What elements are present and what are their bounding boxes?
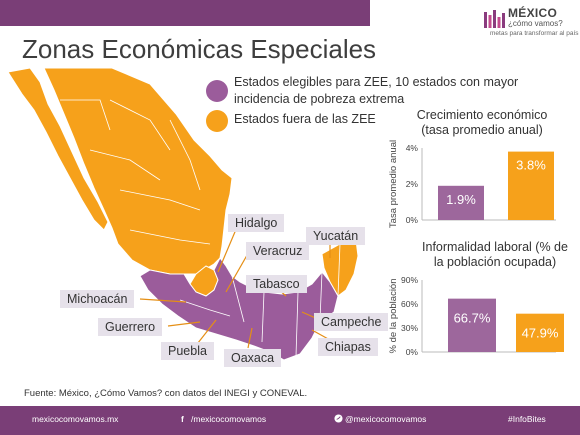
legend-outside-label: Estados fuera de las ZEE <box>234 112 376 126</box>
legend-outside-swatch <box>206 110 228 132</box>
informality-bar-chart: % de la población 0% 30% 60% 90% 66.7% 47.9% <box>388 275 564 357</box>
growth-tick-label: 2% <box>406 179 419 189</box>
state-label-veracruz: Veracruz <box>246 242 310 260</box>
footer-hashtag[interactable]: #InfoBites <box>508 414 546 424</box>
logo-tagline: metas para transformar al país <box>490 30 579 37</box>
state-label-campeche: Campeche <box>314 313 389 331</box>
state-label-hidalgo: Hidalgo <box>228 214 285 232</box>
state-label-guerrero: Guerrero <box>98 318 163 336</box>
facebook-icon: f <box>181 414 184 424</box>
state-label-yucatan: Yucatán <box>306 227 366 245</box>
source-note: Fuente: México, ¿Cómo Vamos? con datos d… <box>24 388 308 399</box>
legend-eligible-swatch <box>206 80 228 102</box>
informality-bar <box>516 313 564 352</box>
top-bar <box>0 0 370 26</box>
logo-sub-text: ¿cómo vamos? <box>508 19 563 28</box>
growth-bar <box>438 185 484 220</box>
growth-tick-label: 0% <box>406 215 419 225</box>
informality-y-axis-label: % de la población <box>388 279 399 354</box>
informality-tick-label: 30% <box>401 323 418 333</box>
growth-y-axis-label: Tasa promedio anual <box>388 140 399 228</box>
state-label-oaxaca: Oaxaca <box>224 349 282 367</box>
growth-data-label: 3.8% <box>516 158 546 173</box>
footer-bar <box>0 406 580 435</box>
eligible-states-region <box>139 257 339 361</box>
mexico-map <box>7 67 359 361</box>
state-label-michoacan: Michoacán <box>60 290 135 308</box>
state-label-tabasco: Tabasco <box>246 275 307 293</box>
twitter-icon <box>334 414 343 424</box>
growth-tick-label: 4% <box>406 143 419 153</box>
informality-tick-label: 60% <box>401 299 418 309</box>
page-title: Zonas Económicas Especiales <box>22 34 377 64</box>
growth-bar <box>508 151 554 220</box>
logo-main-text: MÉXICO <box>508 6 558 20</box>
informality-tick-label: 90% <box>401 275 418 285</box>
footer-facebook[interactable]: /mexicocomovamos <box>191 414 267 424</box>
baja-california-region <box>7 67 109 231</box>
growth-bar-chart: Tasa promedio anual 0% 2% 4% 1.9% 3.8% <box>388 140 556 228</box>
chart1-title: Crecimiento económico (tasa promedio anu… <box>416 108 548 137</box>
growth-data-label: 1.9% <box>446 192 476 207</box>
mexico-como-vamos-logo: MÉXICO ¿cómo vamos? metas para transform… <box>484 6 579 42</box>
footer-twitter[interactable]: @mexicocomovamos <box>345 414 427 424</box>
logo-bars-icon <box>484 10 505 28</box>
informality-data-label: 47.9% <box>522 326 559 341</box>
footer-website[interactable]: mexicocomovamos.mx <box>32 414 119 424</box>
informality-data-label: 66.7% <box>454 311 491 326</box>
state-label-chiapas: Chiapas <box>318 338 378 356</box>
informality-tick-label: 0% <box>406 347 419 357</box>
chart2-title: Informalidad laboral (% de la población … <box>422 240 568 269</box>
state-label-puebla: Puebla <box>161 342 214 360</box>
informality-bar <box>448 298 496 352</box>
state-borders <box>60 99 341 357</box>
legend-eligible-label: Estados elegibles para ZEE, 10 estados c… <box>234 75 519 106</box>
